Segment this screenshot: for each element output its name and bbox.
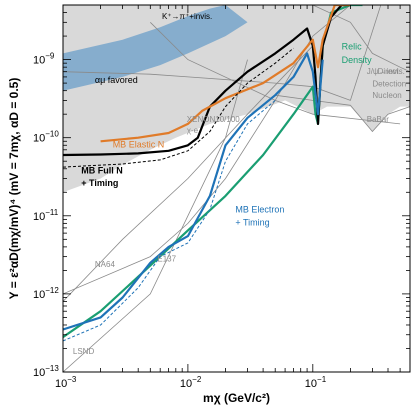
plot-area [63,5,410,372]
exclusion-curve-3 [63,5,351,295]
y-tick-label-2: 10−11 [33,208,59,223]
y-tick-exponent: −11 [45,208,59,217]
y-tick-label-1: 10−12 [33,286,59,301]
annotation-label-14: Nucleon [372,91,401,100]
annotation-label-17: E137 [157,255,176,264]
exclusion-curve-5 [63,59,248,372]
annotation-label-9: Relic [342,41,363,51]
series-line-4 [63,47,294,168]
x-axis-label: mχ (GeV/c²) [203,391,270,405]
annotation-label-10: Density [342,55,373,65]
alpha-mu-band [63,5,248,91]
exclusion-curve-2 [275,94,410,133]
annotation-label-11: J/ψ→invis. [367,67,405,76]
series-line-5 [63,100,276,342]
y-tick-label-0: 10−13 [33,364,59,379]
annotation-label-1: αμ favored [95,75,138,85]
annotation-label-16: NA64 [95,260,116,269]
annotation-label-18: LSND [73,347,95,356]
annotation-label-5: MB Full N [81,165,123,175]
x-tick-exponent: −2 [192,375,202,384]
annotation-label-2: XENON10/100 [187,115,240,124]
exclusion-curve-0 [63,5,382,101]
y-tick-label-4: 10−9 [33,52,55,67]
plot-frame [62,4,411,373]
annotation-label-0: K⁺→π⁺+invis. [162,12,212,21]
annotation-label-7: MB Electron [235,205,284,215]
x-tick-exponent: −3 [67,375,77,384]
y-tick-exponent: −9 [45,52,55,61]
exclusion-curve-1 [312,5,410,73]
x-tick-label-2: 10−1 [305,375,327,390]
annotation-label-8: + Timing [235,218,269,228]
series-line-2 [100,5,351,143]
annotation-label-3: χ-e [187,126,199,135]
annotation-label-12: Direct [378,67,400,76]
y-tick-exponent: −13 [45,364,59,373]
x-tick-exponent: −1 [317,375,327,384]
annotation-label-6: + Timing [81,178,118,188]
annotation-label-15: BaBar [367,115,390,124]
y-tick-label-3: 10−10 [33,130,59,145]
exclusion-curve-4 [63,45,314,302]
y-tick-exponent: −12 [45,286,59,295]
y-tick-exponent: −10 [45,130,59,139]
x-tick-label-1: 10−2 [180,375,202,390]
series-line-3 [63,52,324,331]
annotation-label-13: Detection [372,80,406,89]
x-tick-label-0: 10−3 [55,375,77,390]
exclusion-curve-6 [150,22,401,125]
annotation-label-4: MB Elastic N [113,140,165,150]
series-line-1 [63,5,351,157]
y-axis-label: Y = ε²αD(mχ/mV)⁴ (mV = 7mχ, αD = 0.5) [7,78,21,300]
